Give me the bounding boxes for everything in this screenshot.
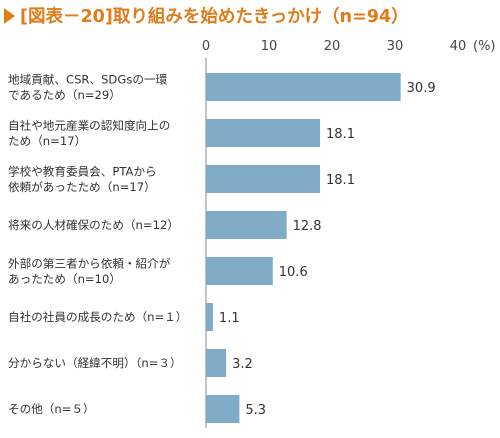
value-label: 10.6 (279, 265, 308, 280)
category-label: 外部の第三者から依頼・紹介が (8, 256, 171, 270)
bar (206, 257, 273, 285)
value-labels: 30.9 18.1 18.1 12.8 10.6 1.1 3.2 5.3 (219, 81, 436, 418)
bar (206, 73, 401, 101)
category-label: 将来の人材確保のため（n=12） (8, 218, 179, 232)
category-label: であるため（n=29） (8, 88, 121, 102)
bar (206, 303, 213, 331)
category-label: ため（n=17） (8, 134, 86, 148)
value-label: 18.1 (326, 173, 355, 188)
axis-unit: (%) (473, 39, 496, 54)
x-tick-label: 30 (387, 39, 404, 54)
value-label: 30.9 (407, 81, 436, 96)
category-label: 分からない（経緯不明）（n=３） (8, 356, 182, 370)
x-axis-ticks: 0 10 20 30 40 (202, 39, 466, 54)
bars (206, 73, 401, 423)
bar (206, 211, 287, 239)
category-label: その他（n=５） (8, 402, 95, 416)
bar (206, 165, 321, 193)
value-label: 5.3 (245, 403, 266, 418)
category-label: あったため（n=10） (8, 272, 121, 286)
x-tick-label: 0 (202, 39, 210, 54)
category-label: 依頼があったため（n=17） (8, 180, 156, 194)
category-label: 自社の社員の成長のため（n=１） (8, 310, 187, 324)
x-tick-label: 20 (324, 39, 341, 54)
value-label: 12.8 (293, 219, 322, 234)
category-label: 自社や地元産業の認知度向上の (8, 118, 170, 132)
value-label: 1.1 (219, 311, 240, 326)
chart-title: [図表－20]取り組みを始めたきっかけ（n=94） (20, 6, 409, 27)
category-label: 学校や教育委員会、PTAから (8, 164, 157, 178)
value-label: 18.1 (326, 127, 355, 142)
title-marker-icon (4, 8, 15, 24)
x-tick-label: 10 (261, 39, 278, 54)
bar (206, 395, 240, 423)
bar (206, 349, 227, 377)
category-label: 地域貢献、CSR、SDGsの一環 (8, 72, 168, 86)
value-label: 3.2 (232, 357, 253, 372)
x-tick-label: 40 (450, 39, 467, 54)
bar (206, 119, 321, 147)
